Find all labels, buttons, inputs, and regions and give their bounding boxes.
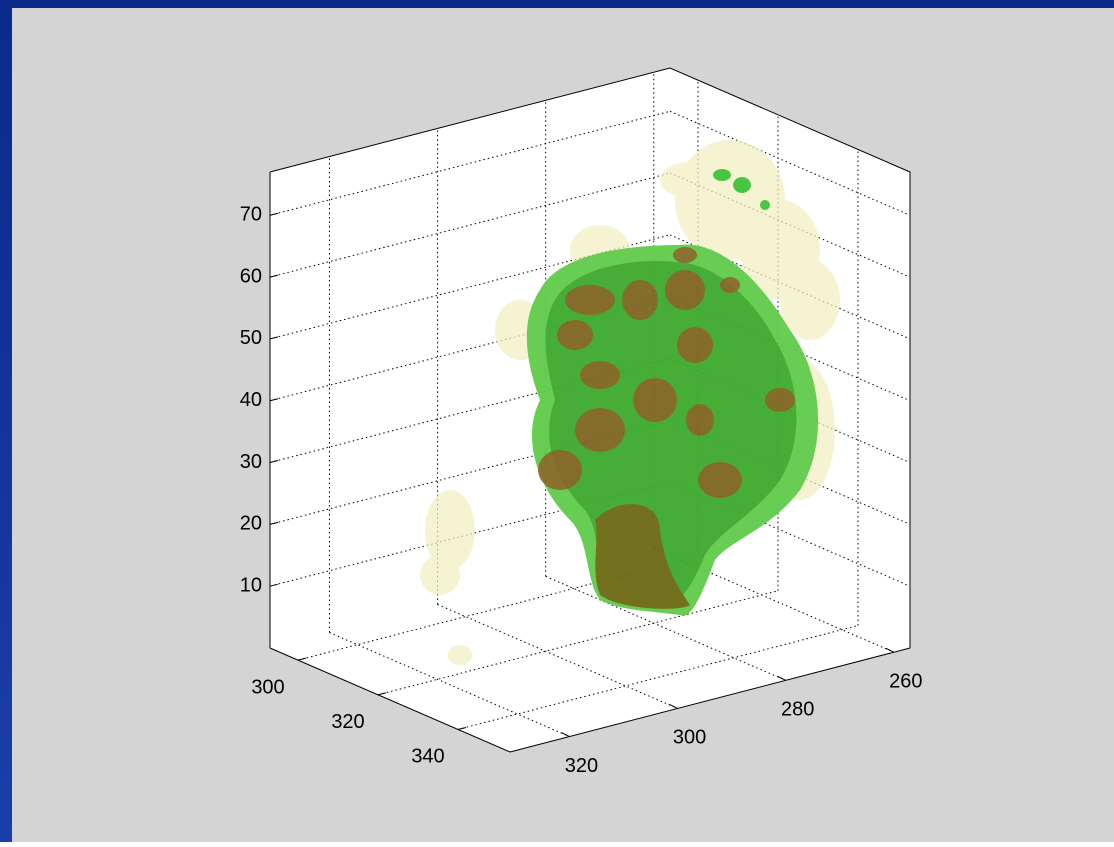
x-tick-label: 300 [251,676,284,698]
x-tick-label: 340 [411,746,444,768]
z-tick-label: 30 [240,451,262,473]
z-tick-label: 40 [240,389,262,411]
y-tick-label: 320 [565,755,598,777]
page: 30032034026028030032010203040506070 (() … [0,0,1114,842]
z-tick-label: 10 [240,574,262,596]
y-tick-label: 280 [781,699,814,721]
slide: 300 320 340 260 280 300 320 10 20 30 40 50 60 70 [0,0,1114,842]
x-tick-label: 320 [331,711,364,733]
z-tick-label: 60 [240,265,262,287]
z-tick-label: 50 [240,327,262,349]
y-tick-label: 260 [889,670,922,692]
z-tick-label: 20 [240,513,262,535]
z-tick-label: 70 [240,204,262,226]
y-tick-label: 300 [673,727,706,749]
